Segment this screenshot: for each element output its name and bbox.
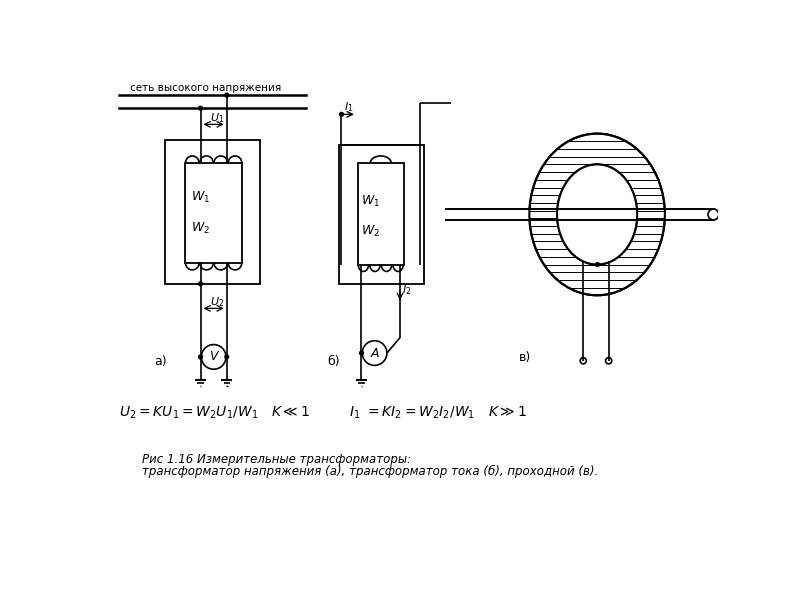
Text: $U_1$: $U_1$ — [210, 111, 224, 125]
Text: $U_2 = KU_1 = W_2U_1/W_1\quad K \ll 1$$\qquad\quad I_1\ = KI_2 = W_2I_2/W_1\quad: $U_2 = KU_1 = W_2U_1/W_1\quad K \ll 1$$\… — [119, 404, 526, 421]
Text: сеть высокого напряжения: сеть высокого напряжения — [130, 83, 281, 93]
Circle shape — [359, 351, 363, 355]
Circle shape — [198, 355, 202, 359]
Bar — [165, 140, 260, 284]
Text: $I_2$: $I_2$ — [402, 283, 412, 297]
Text: в): в) — [519, 351, 531, 364]
Bar — [445, 209, 718, 220]
Text: а): а) — [154, 355, 167, 368]
Ellipse shape — [557, 164, 637, 265]
Circle shape — [339, 112, 343, 116]
Bar — [358, 163, 404, 265]
Text: трансформатор напряжения (а), трансформатор тока (б), проходной (в).: трансформатор напряжения (а), трансформа… — [142, 466, 598, 478]
Circle shape — [595, 263, 599, 266]
Circle shape — [225, 355, 229, 359]
Text: б): б) — [327, 355, 339, 368]
Text: $W_1$: $W_1$ — [191, 190, 210, 205]
Ellipse shape — [708, 209, 718, 220]
Text: Рис 1.16 Измерительные трансформаторы:: Рис 1.16 Измерительные трансформаторы: — [142, 453, 411, 466]
Circle shape — [198, 282, 202, 286]
Ellipse shape — [708, 209, 718, 220]
Text: $I_1$: $I_1$ — [344, 100, 354, 114]
Ellipse shape — [557, 164, 637, 265]
Text: $U_2$: $U_2$ — [210, 295, 224, 309]
Circle shape — [198, 106, 202, 110]
Text: $W_2$: $W_2$ — [362, 224, 381, 239]
Text: $W_2$: $W_2$ — [191, 221, 210, 236]
Text: A: A — [370, 347, 379, 359]
Text: $W_1$: $W_1$ — [362, 193, 381, 209]
Circle shape — [225, 93, 229, 97]
Bar — [185, 163, 242, 263]
Text: V: V — [210, 350, 218, 364]
Bar — [339, 145, 424, 284]
